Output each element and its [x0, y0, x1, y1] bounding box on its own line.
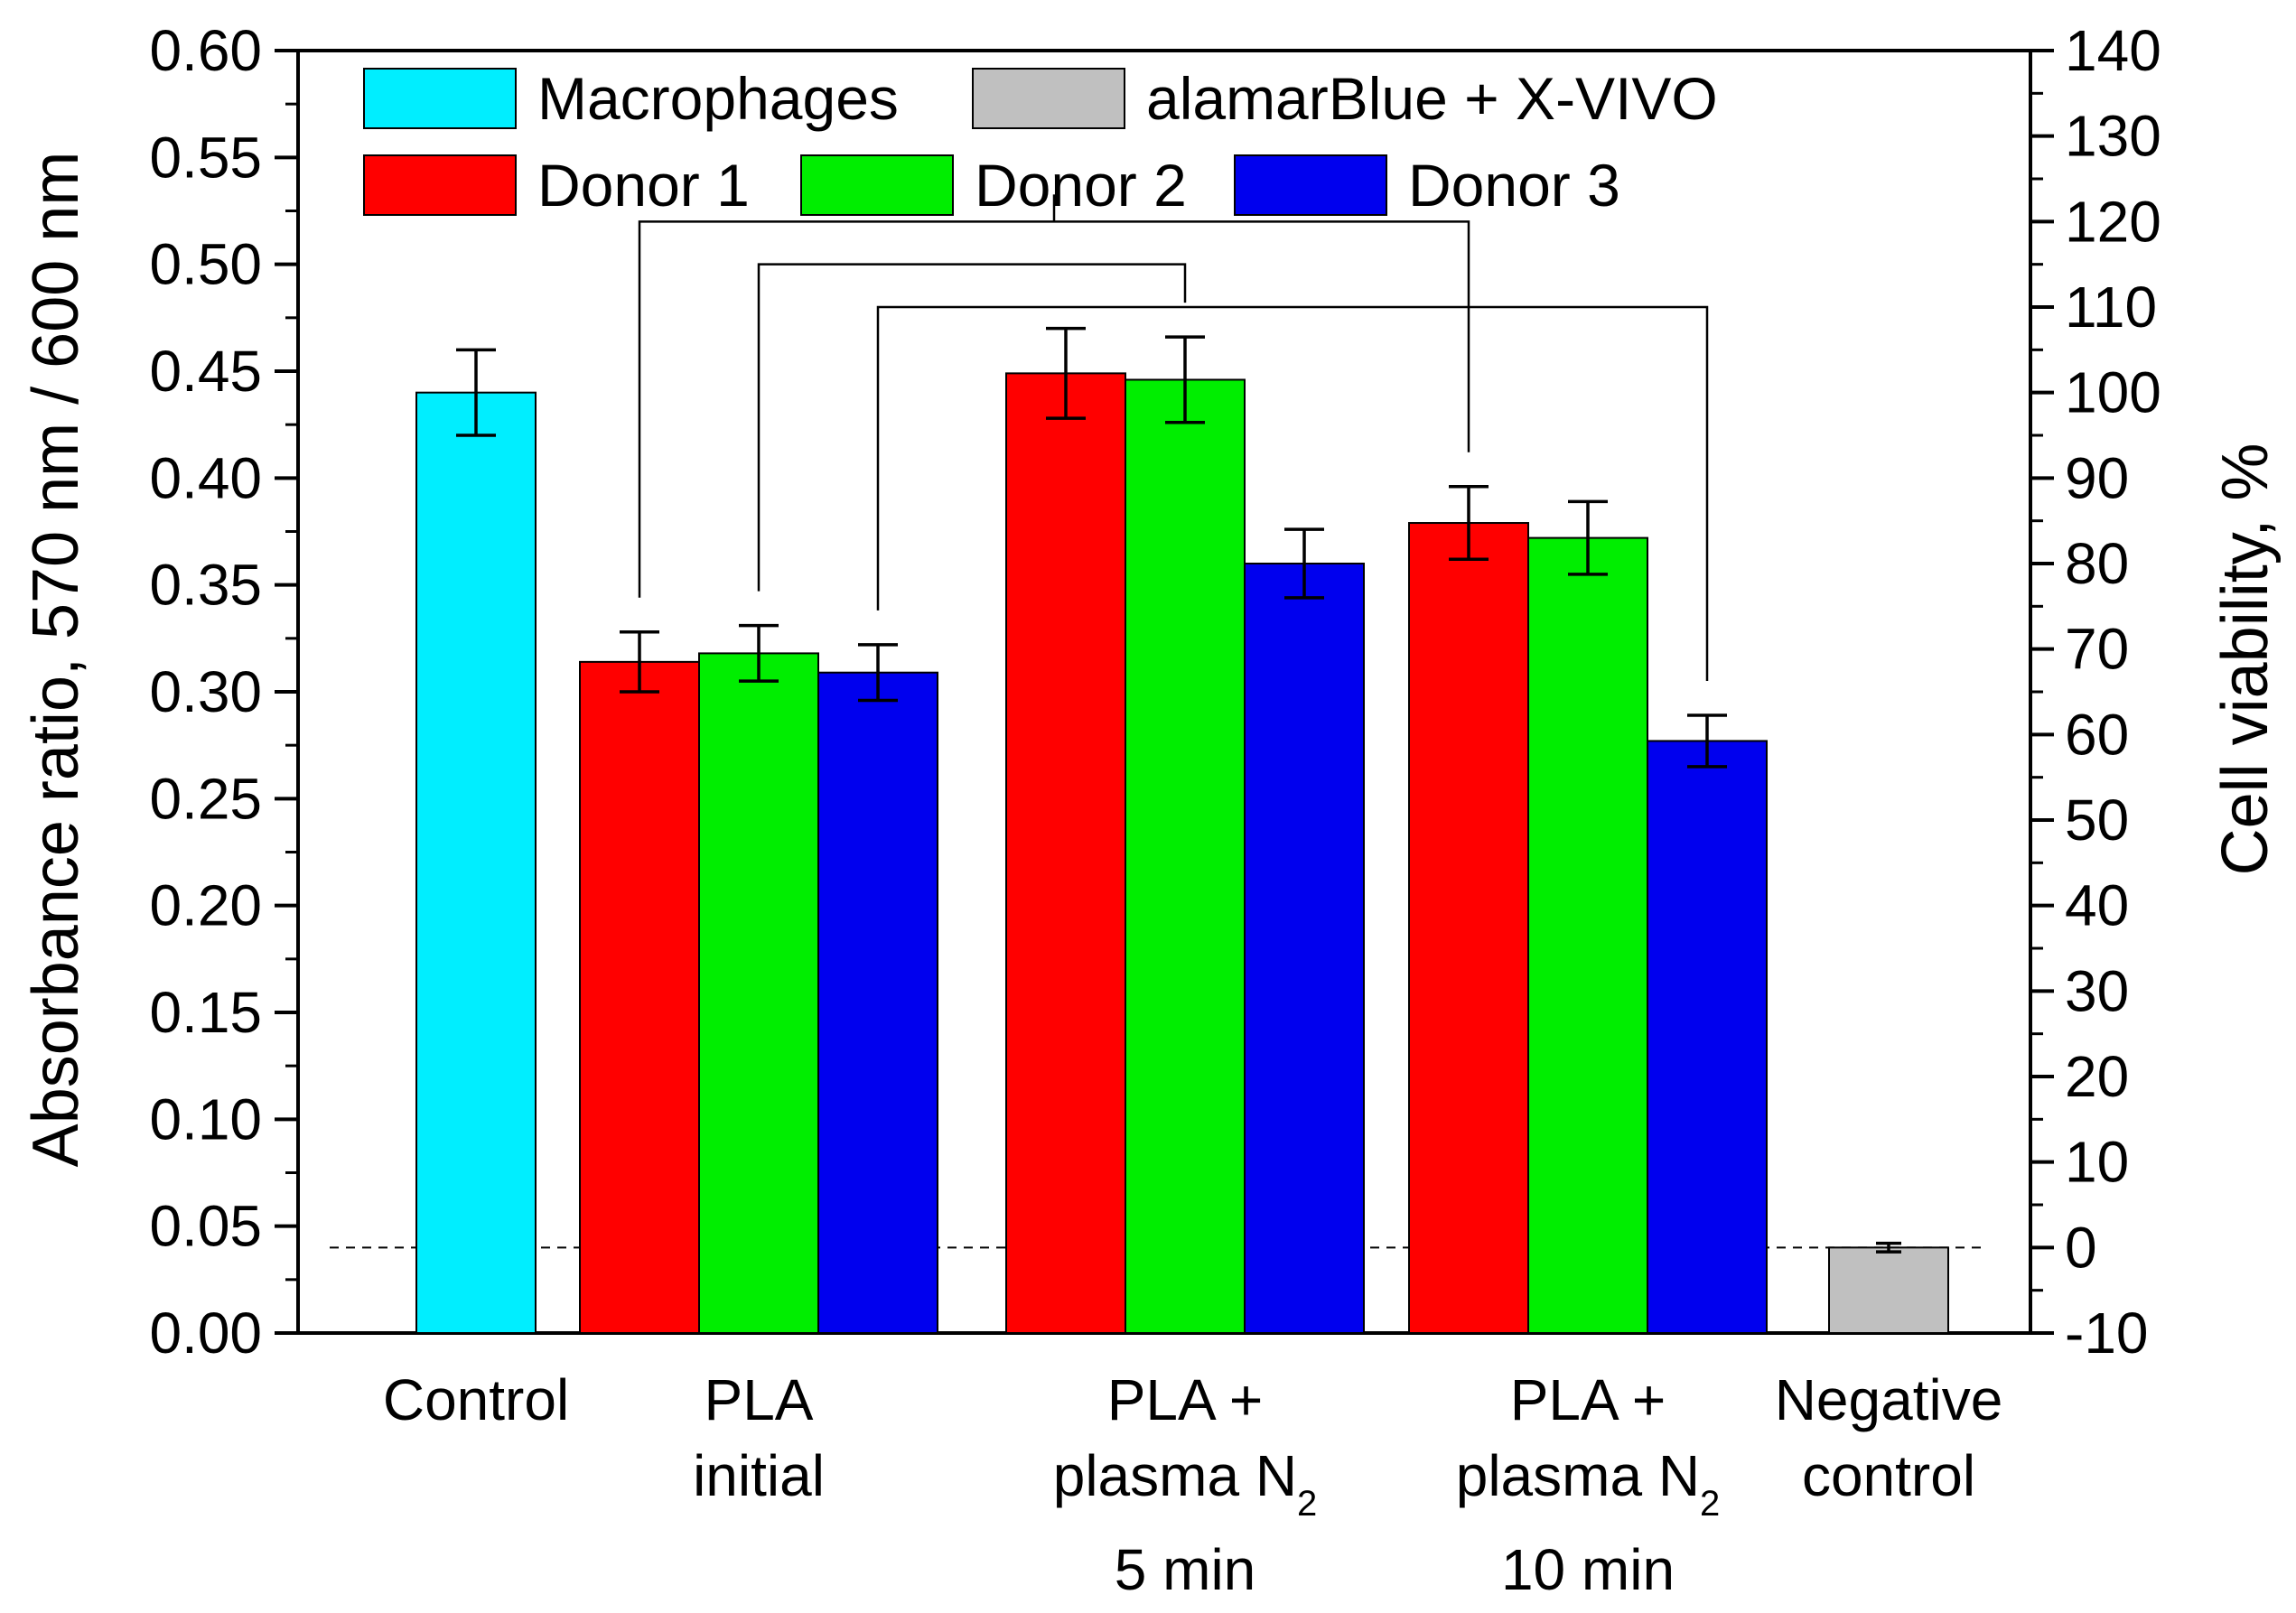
bar-donor-3-pla-initial: [817, 671, 938, 1334]
category-label-pla-initial: PLA: [705, 1367, 814, 1432]
bar-donor-2-pla-plasma-5: [1125, 378, 1246, 1334]
subscript: 2: [1700, 1484, 1720, 1524]
category-label-negative-control: Negative: [1775, 1367, 2003, 1432]
y-tick-label: 0.50: [149, 232, 262, 297]
bar-donor-2-pla-initial: [698, 652, 819, 1334]
significance-bracket-3: [876, 305, 1709, 682]
y-tick-label: 0.40: [149, 445, 262, 510]
category-label-pla-plasma-10: PLA +: [1510, 1367, 1666, 1432]
y-tick-label: 0.10: [149, 1086, 262, 1151]
bar-donor-3-pla-plasma-5: [1244, 563, 1365, 1334]
bar-donor-1-pla-initial: [579, 660, 700, 1334]
y2-tick-label: 0: [2065, 1215, 2097, 1280]
bars-layer: [415, 372, 1949, 1335]
bar-donor-1-pla-plasma-5: [1005, 372, 1126, 1334]
y-tick-label: 0.20: [149, 873, 262, 938]
y2-tick-label: 130: [2065, 104, 2161, 169]
legend-label-alamarblue-x-vivo: alamarBlue + X-VIVO: [1146, 65, 1718, 132]
y-tick-label: 0.35: [149, 553, 262, 618]
bar-macrophages-control: [415, 391, 537, 1335]
category-label-pla-plasma-10: plasma N2: [1456, 1443, 1721, 1524]
legend-label-macrophages: Macrophages: [537, 65, 899, 132]
y2-tick-label: 90: [2065, 445, 2129, 510]
legend-swatch-donor-2: [800, 154, 954, 216]
legend-swatch-alamarblue-x-vivo: [972, 68, 1125, 129]
bar-donor-3-pla-plasma-10: [1647, 740, 1768, 1334]
y-tick-label: 0.55: [149, 125, 262, 190]
bar-donor-1-pla-plasma-10: [1408, 522, 1529, 1334]
category-label-pla-plasma-5: PLA +: [1107, 1367, 1264, 1432]
y-tick-label: 0.05: [149, 1194, 262, 1259]
legend-label-donor-2: Donor 2: [975, 152, 1187, 219]
legend-swatch-macrophages: [363, 68, 517, 129]
subscript: 2: [1297, 1484, 1317, 1524]
legend-swatch-donor-1: [363, 154, 517, 216]
y2-tick-label: 40: [2065, 873, 2129, 938]
category-label-pla-plasma-5: plasma N2: [1053, 1443, 1318, 1524]
bar-alamarblue-x-vivo-negative-control: [1828, 1246, 1949, 1335]
bar-donor-2-pla-plasma-10: [1527, 536, 1648, 1334]
y-tick-label: 0.30: [149, 659, 262, 724]
y2-tick-label: 60: [2065, 702, 2129, 767]
legend-swatch-donor-3: [1234, 154, 1387, 216]
y2-tick-label: 100: [2065, 360, 2161, 425]
y2-tick-label: 20: [2065, 1044, 2129, 1109]
error-bars-layer: [456, 326, 1901, 1254]
y2-tick-label: 50: [2065, 788, 2129, 853]
y2-tick-label: 70: [2065, 617, 2129, 682]
significance-brackets: [638, 194, 1709, 682]
y2-tick-label: 30: [2065, 958, 2129, 1023]
category-label-pla-plasma-10: 10 min: [1501, 1537, 1675, 1602]
y2-tick-label: 140: [2065, 18, 2161, 83]
category-label-control: Control: [383, 1367, 569, 1432]
y2-tick-label: -10: [2065, 1301, 2149, 1366]
legend: Macrophages alamarBlue + X-VIVO Donor 1 Don…: [363, 65, 1718, 219]
y-tick-label: 0.60: [149, 18, 262, 83]
y2-tick-label: 80: [2065, 531, 2129, 596]
legend-label-donor-3: Donor 3: [1408, 152, 1620, 219]
category-label-pla-initial: initial: [693, 1443, 825, 1508]
y-tick-label: 0.15: [149, 980, 262, 1045]
y-tick-label: 0.00: [149, 1301, 262, 1366]
y-tick-label: 0.25: [149, 766, 262, 831]
y2-axis-title: Cell viability, %: [2209, 443, 2282, 876]
y2-tick-label: 110: [2065, 275, 2157, 340]
y-tick-label: 0.45: [149, 339, 262, 404]
category-label-pla-plasma-5: 5 min: [1115, 1537, 1256, 1602]
y2-tick-label: 10: [2065, 1130, 2129, 1195]
legend-label-donor-1: Donor 1: [537, 152, 750, 219]
y2-tick-label: 120: [2065, 189, 2161, 254]
significance-bracket-2: [757, 263, 1187, 592]
category-label-negative-control: control: [1802, 1443, 1975, 1508]
y-axis-title: Absorbance ratio, 570 nm / 600 nm: [20, 152, 92, 1168]
